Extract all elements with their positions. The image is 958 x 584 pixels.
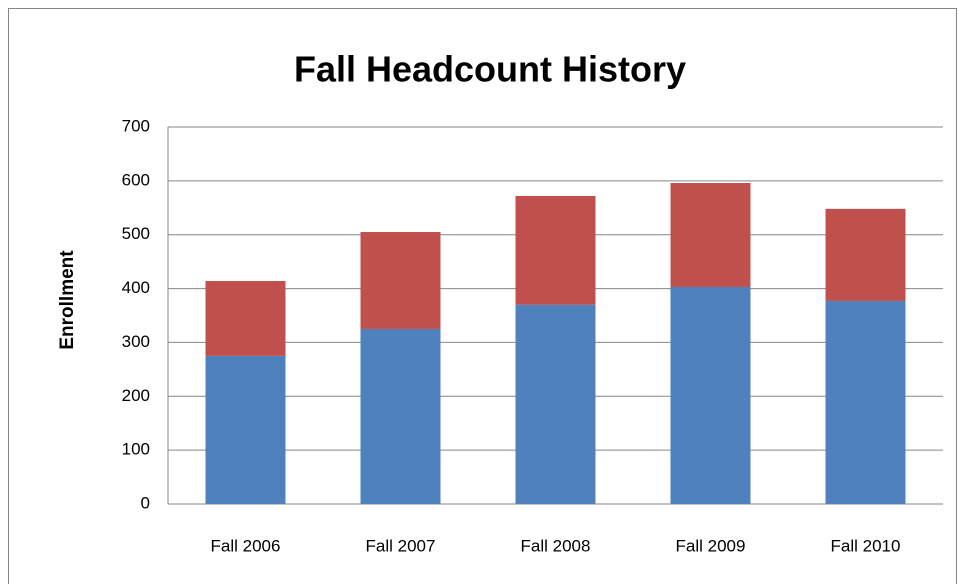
bar-segment	[515, 304, 596, 504]
x-tick-label: Fall 2006	[211, 536, 281, 555]
bar-segment	[825, 208, 906, 301]
bar-segment	[360, 328, 441, 504]
y-axis-title: Enrollment	[57, 250, 78, 350]
y-tick-label: 500	[122, 224, 150, 243]
x-tick-label: Fall 2007	[366, 536, 436, 555]
bar-segment	[205, 355, 286, 504]
x-tick-label: Fall 2008	[521, 536, 591, 555]
bar-segment	[515, 195, 596, 305]
bar-segment	[670, 183, 751, 287]
bar-segment	[205, 281, 286, 356]
y-tick-label: 700	[122, 116, 150, 135]
y-tick-label: 100	[122, 440, 150, 459]
y-tick-label: 200	[122, 386, 150, 405]
x-tick-label: Fall 2010	[831, 536, 901, 555]
y-tick-label: 600	[122, 170, 150, 189]
bar-segment	[360, 232, 441, 329]
chart-border	[8, 8, 957, 584]
y-tick-label: 300	[122, 332, 150, 351]
x-tick-label: Fall 2009	[676, 536, 746, 555]
y-tick-label: 400	[122, 278, 150, 297]
bar-segment	[825, 300, 906, 504]
y-tick-label: 0	[141, 493, 150, 512]
chart-title: Fall Headcount History	[294, 49, 686, 90]
bar-segment	[670, 286, 751, 504]
